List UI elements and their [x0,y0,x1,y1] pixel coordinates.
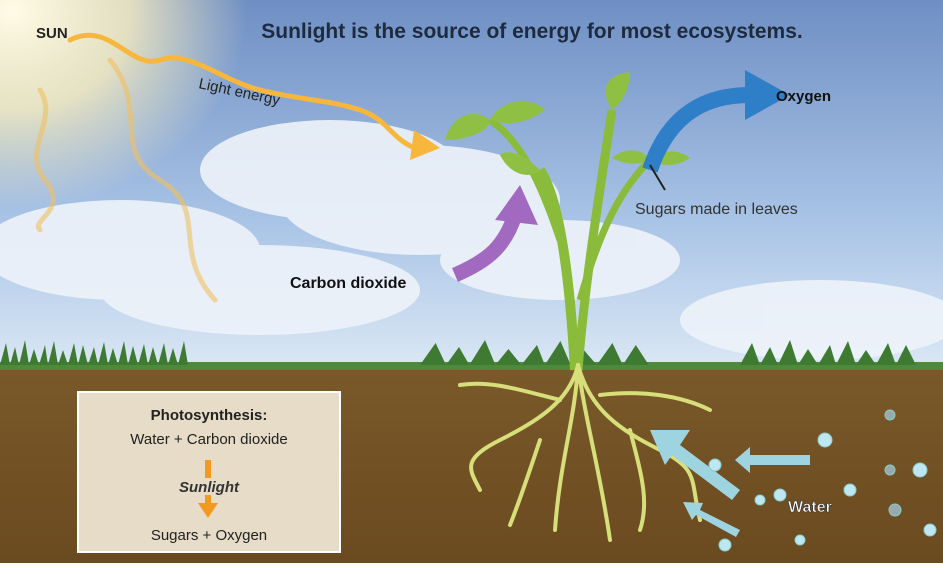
page: SUN Sunlight is the source of energy for… [0,0,943,563]
box-condition: Sunlight [179,479,240,496]
box-heading: Photosynthesis: [151,407,268,424]
title: Sunlight is the source of energy for mos… [261,20,802,43]
box-inputs: Water + Carbon dioxide [130,431,287,448]
illustration: SUN Sunlight is the source of energy for… [0,0,943,563]
co2-label: Carbon dioxide [290,275,407,292]
box-outputs: Sugars + Oxygen [151,527,267,544]
sun-label: SUN [36,25,68,42]
oxygen-label: Oxygen [776,88,831,105]
sugars-label: Sugars made in leaves [635,201,798,218]
water-label: Water [788,499,832,516]
